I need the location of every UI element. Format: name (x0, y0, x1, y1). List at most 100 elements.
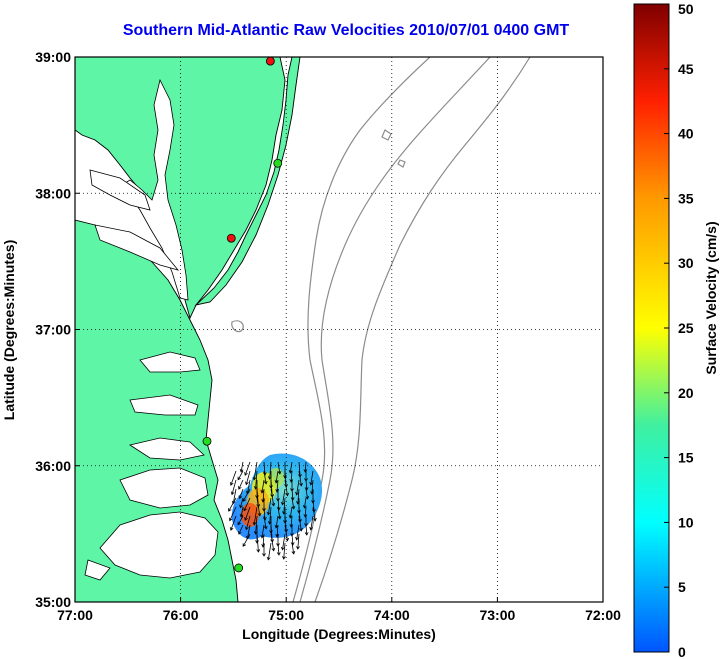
velocity-arrow-shaft (231, 479, 237, 495)
x-tick-label: 77:00 (57, 607, 93, 623)
velocity-arrow (242, 488, 251, 502)
velocity-arrow (296, 533, 300, 550)
velocity-arrow-shaft (263, 461, 266, 475)
velocity-arrow-shaft (263, 470, 267, 484)
velocity-arrow (239, 506, 244, 518)
velocity-arrow (244, 506, 251, 521)
y-tick-label: 35:00 (35, 594, 71, 610)
velocity-arrow-head (277, 470, 282, 475)
velocity-arrow (239, 497, 244, 509)
velocity-arrow-head (303, 514, 308, 518)
velocity-arrow (256, 533, 261, 553)
velocity-arrow-head (271, 547, 276, 552)
velocity-arrow-head (277, 515, 282, 520)
velocity-arrow-shaft (276, 524, 279, 537)
radar-site-marker (265, 56, 275, 66)
velocity-arrow-shaft (284, 479, 288, 496)
y-axis-ticks: 35:00 36:00 37:00 38:00 39:00 (35, 49, 80, 610)
y-tick-label: 37:00 (35, 322, 71, 338)
velocity-arrow-shaft (261, 479, 265, 493)
velocity-arrow (298, 470, 303, 487)
velocity-arrow (270, 533, 276, 552)
velocity-arrow-head (245, 481, 249, 486)
velocity-arrow-shaft (246, 524, 251, 539)
velocity-field (228, 453, 323, 561)
velocity-arrow-head (269, 485, 273, 489)
x-axis-label: Longitude (Degrees:Minutes) (242, 626, 436, 642)
velocity-arrow-head (262, 553, 266, 557)
velocity-arrow-head (263, 525, 268, 530)
velocity-arrow-head (252, 521, 257, 526)
velocity-arrow-head (239, 513, 244, 518)
velocity-arrow (284, 479, 290, 497)
velocity-arrow-head (291, 505, 296, 510)
velocity-arrow-shaft (269, 506, 272, 524)
velocity-arrow-head (269, 530, 273, 534)
velocity-arrow-shaft (240, 461, 244, 472)
velocity-arrow-head (274, 524, 279, 529)
velocity-arrow-shaft (255, 470, 258, 489)
colorbar-ticks: 0 5 10 15 20 25 30 35 40 45 50 (664, 1, 694, 659)
velocity-arrow-shaft (246, 479, 251, 494)
velocity-arrow-head (312, 517, 317, 522)
velocity-arrow-head (282, 556, 286, 560)
velocity-arrow-shaft (304, 497, 307, 508)
velocity-arrow (252, 461, 258, 481)
velocity-arrow (295, 479, 300, 496)
velocity-arrow-shaft (228, 497, 237, 512)
velocity-arrow-head (283, 475, 287, 479)
velocity-arrow (237, 470, 244, 481)
velocity-arrow-head (266, 511, 271, 516)
velocity-arrow (230, 479, 237, 496)
colorbar-tick-label: 15 (678, 450, 694, 466)
velocity-arrow-head (228, 508, 232, 512)
velocity-arrow-head (291, 550, 296, 555)
velocity-arrow-head (305, 495, 310, 500)
colorbar-tick-label: 50 (678, 1, 694, 17)
velocity-arrow (245, 515, 251, 531)
velocity-arrow (277, 506, 282, 520)
velocity-arrow-shaft (229, 506, 237, 521)
velocity-arrow (288, 461, 293, 474)
velocity-arrow (276, 497, 281, 511)
velocity-arrow (277, 461, 282, 475)
velocity-arrow-shaft (255, 515, 258, 534)
velocity-arrow-shaft (243, 497, 251, 511)
velocity-arrow-head (229, 517, 233, 522)
colorbar-tick-label: 35 (678, 190, 694, 206)
velocity-arrow-shaft (242, 533, 251, 547)
velocity-arrow-shaft (256, 497, 261, 516)
velocity-arrow-shaft (305, 488, 308, 499)
colorbar-tick-label: 20 (678, 385, 694, 401)
velocity-arrow-shaft (238, 524, 244, 535)
velocity-arrow-head (239, 504, 243, 509)
velocity-arrow (228, 497, 237, 512)
x-axis-ticks: 77:00 76:00 75:00 74:00 73:00 72:00 (57, 597, 621, 623)
velocity-arrow-head (244, 517, 248, 521)
x-tick-label: 73:00 (479, 607, 515, 623)
x-tick-label: 75:00 (268, 607, 304, 623)
velocity-arrow (238, 488, 244, 500)
velocity-arrow-shaft (276, 479, 279, 492)
velocity-arrow (276, 542, 281, 556)
velocity-arrow-shaft (291, 488, 294, 500)
velocity-arrow (243, 497, 251, 512)
velocity-arrow (266, 497, 272, 516)
grid-lines (75, 57, 603, 602)
velocity-arrow-shaft (239, 488, 244, 499)
radar-sites (202, 56, 283, 573)
velocity-arrow-shaft (263, 515, 267, 529)
velocity-arrow-head (237, 521, 241, 526)
velocity-arrow-shaft (244, 506, 251, 521)
velocity-arrow-shaft (305, 524, 308, 535)
velocity-arrow-head (238, 531, 242, 535)
velocity-arrow-shaft (298, 470, 302, 486)
x-tick-label: 74:00 (374, 607, 410, 623)
velocity-arrow-shaft (230, 470, 237, 486)
colorbar-tick-label: 30 (678, 255, 694, 271)
velocity-arrow (309, 470, 314, 486)
velocity-arrow-shaft (284, 524, 288, 541)
velocity-arrow (309, 515, 314, 531)
x-tick-label: 72:00 (585, 607, 621, 623)
